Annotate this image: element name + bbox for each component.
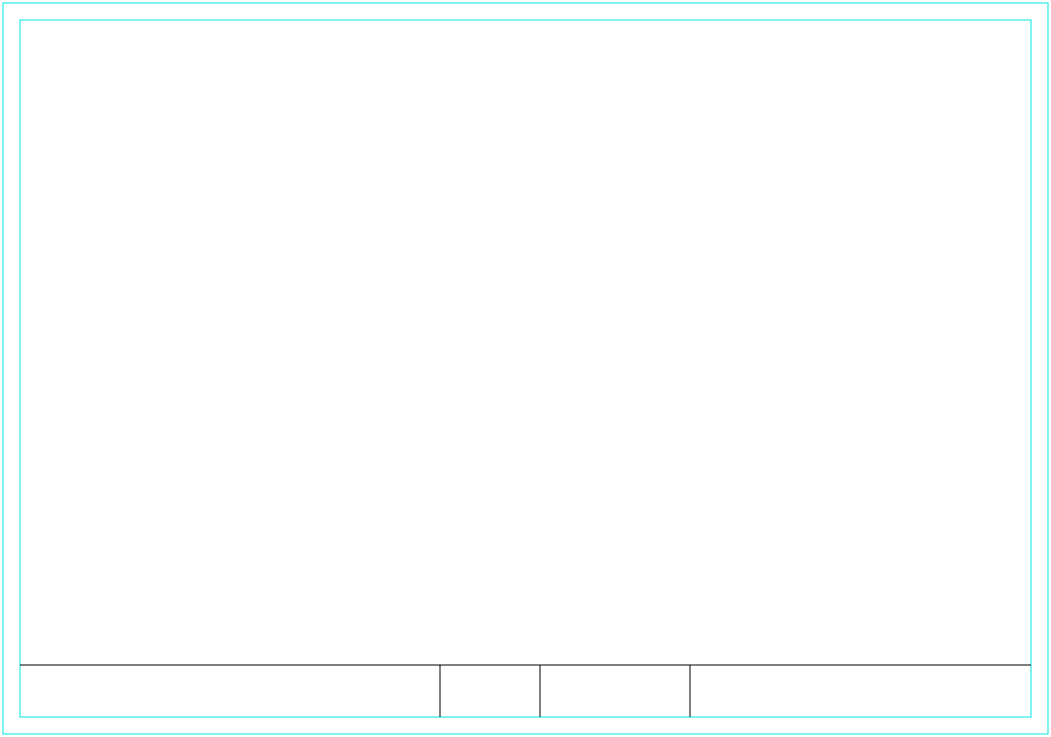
svg-rect-2 bbox=[20, 20, 1031, 717]
svg-rect-1 bbox=[3, 3, 1048, 734]
